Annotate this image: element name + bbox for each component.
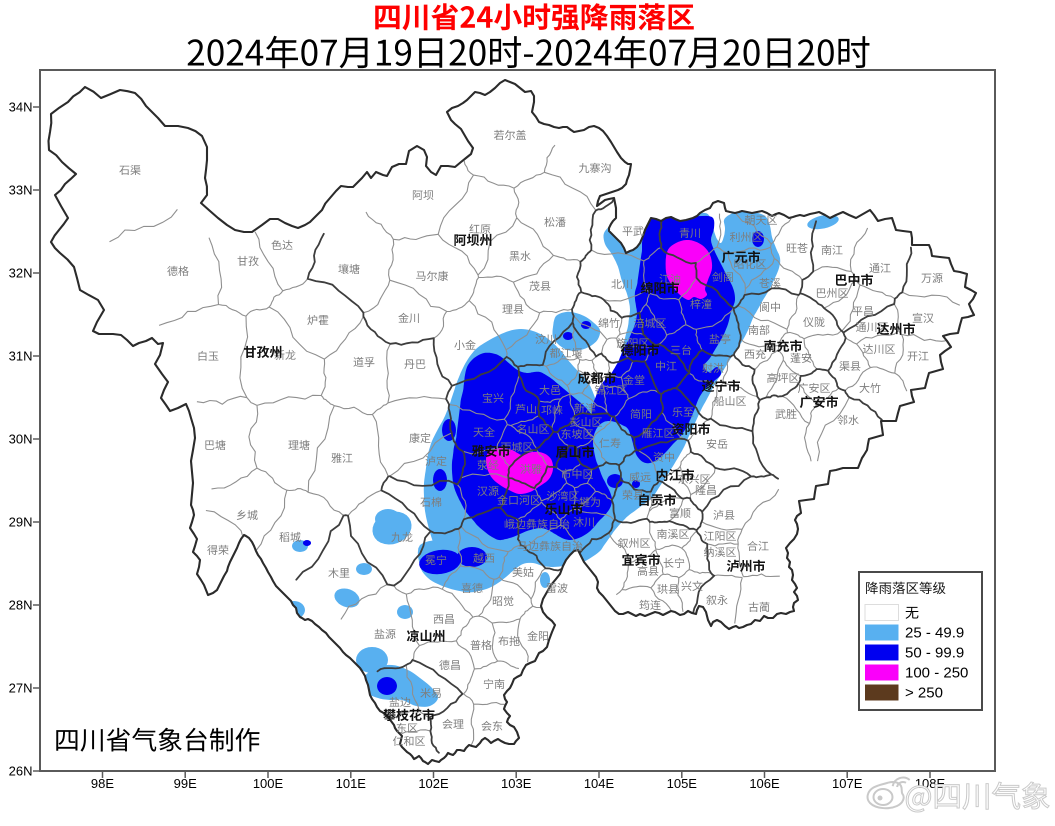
svg-text:101E: 101E: [336, 776, 367, 791]
svg-text:30N: 30N: [9, 432, 33, 447]
svg-text:103E: 103E: [501, 776, 532, 791]
svg-text:> 250: > 250: [905, 685, 943, 702]
svg-text:98E: 98E: [91, 776, 114, 791]
svg-text:99E: 99E: [174, 776, 197, 791]
svg-text:105E: 105E: [667, 776, 698, 791]
svg-text:108E: 108E: [915, 776, 946, 791]
svg-text:106E: 106E: [749, 776, 780, 791]
svg-text:27N: 27N: [9, 681, 33, 696]
svg-text:33N: 33N: [9, 183, 33, 198]
svg-text:25 - 49.9: 25 - 49.9: [905, 625, 964, 642]
svg-text:100 - 250: 100 - 250: [905, 665, 968, 682]
svg-text:34N: 34N: [9, 100, 33, 115]
svg-text:102E: 102E: [418, 776, 449, 791]
svg-text:26N: 26N: [9, 764, 33, 779]
svg-text:107E: 107E: [832, 776, 863, 791]
svg-text:50 - 99.9: 50 - 99.9: [905, 645, 964, 662]
svg-text:31N: 31N: [9, 349, 33, 364]
svg-text:104E: 104E: [584, 776, 615, 791]
svg-text:32N: 32N: [9, 266, 33, 281]
svg-text:100E: 100E: [253, 776, 284, 791]
svg-text:29N: 29N: [9, 515, 33, 530]
svg-text:28N: 28N: [9, 598, 33, 613]
